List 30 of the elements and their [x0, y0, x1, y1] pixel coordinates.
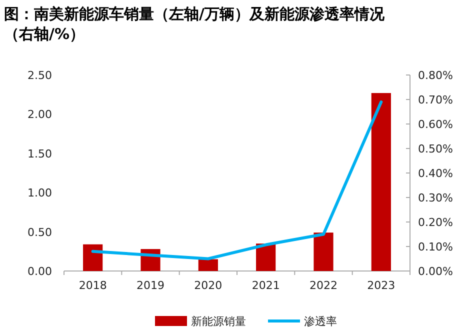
y2-tick-label: 0.00% — [418, 265, 453, 278]
x-tick-label: 2023 — [367, 279, 396, 292]
y-tick-label: 0.50 — [28, 226, 52, 239]
legend-label: 渗透率 — [304, 315, 337, 328]
x-tick-label: 2018 — [78, 279, 107, 292]
x-tick-label: 2022 — [310, 279, 338, 292]
legend-label: 新能源销量 — [191, 315, 246, 328]
y-tick-label: 2.00 — [28, 108, 52, 122]
y-tick-label: 2.50 — [28, 69, 52, 82]
y2-tick-label: 0.70% — [418, 94, 453, 106]
y2-tick-label: 0.50% — [418, 142, 453, 156]
x-tick-label: 2020 — [194, 279, 222, 292]
y2-tick-label: 0.40% — [418, 167, 453, 180]
y2-tick-label: 0.10% — [418, 240, 453, 254]
chart-title: 图：南美新能源车销量（左轴/万辆）及新能源渗透率情况（右轴/%） — [4, 4, 386, 44]
bar — [371, 93, 391, 271]
bar — [256, 244, 276, 271]
y-tick-label: 1.00 — [28, 186, 52, 200]
y-tick-label: 1.50 — [28, 147, 52, 160]
x-tick-label: 2019 — [136, 279, 164, 292]
x-tick-label: 2021 — [252, 279, 280, 292]
bar — [314, 232, 334, 271]
y2-tick-label: 0.80% — [418, 69, 453, 82]
bar — [83, 244, 103, 271]
y2-tick-label: 0.60% — [418, 118, 453, 131]
line-series — [91, 100, 383, 260]
y2-tick-label: 0.30% — [418, 192, 453, 204]
y2-tick-label: 0.20% — [418, 216, 453, 229]
y-tick-label: 0.00 — [28, 265, 52, 278]
bar — [198, 259, 218, 271]
